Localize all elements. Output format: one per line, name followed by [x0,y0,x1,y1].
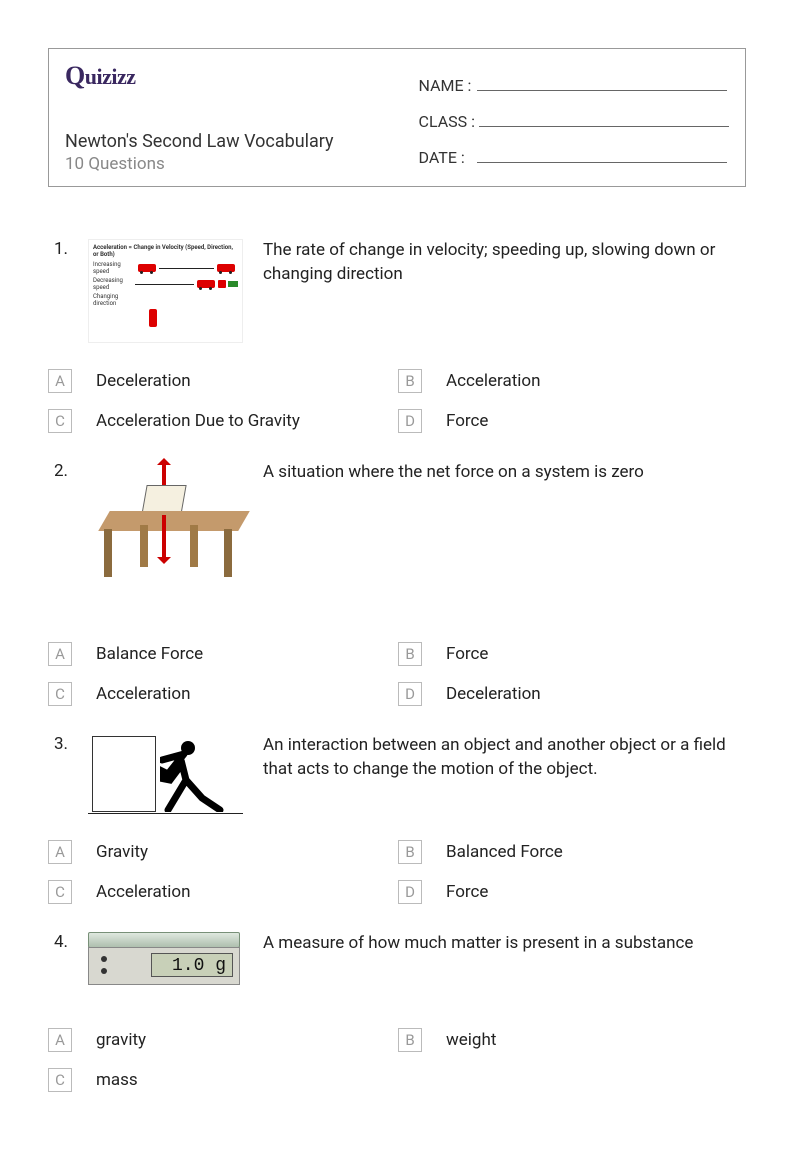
table-force-diagram [88,461,243,616]
name-field: NAME : [419,73,729,95]
quizizz-logo: Quizizz [65,61,334,91]
choice-text: Force [446,644,488,664]
choice-text: Acceleration [96,684,191,704]
choice-text: gravity [96,1030,146,1050]
question-text: The rate of change in velocity; speeding… [263,239,746,287]
choice-letter: A [48,642,72,666]
choice-a[interactable]: A Gravity [48,840,396,864]
date-field: DATE : [419,145,729,167]
question-text: An interaction between an object and ano… [263,734,746,782]
choice-letter: D [398,880,422,904]
push-force-diagram [88,734,243,814]
choice-letter: C [48,682,72,706]
name-line[interactable] [477,73,727,91]
choices-grid: A gravity B weight C mass [48,1028,746,1092]
choice-c[interactable]: C Acceleration Due to Gravity [48,409,396,433]
class-line[interactable] [479,109,729,127]
choice-text: Force [446,882,488,902]
choice-letter: C [48,1068,72,1092]
choice-text: Acceleration Due to Gravity [96,411,300,431]
choice-letter: A [48,840,72,864]
choice-text: Deceleration [96,371,191,391]
choice-b[interactable]: B Force [398,642,746,666]
choice-letter: B [398,369,422,393]
class-field: CLASS : [419,109,729,131]
choice-letter: A [48,1028,72,1052]
question-number: 3. [48,734,68,754]
question: 3. An interaction between an object and … [48,734,746,904]
question-number: 4. [48,932,68,952]
choices-grid: A Balance Force B Force C Acceleration D… [48,642,746,706]
question: 1. Acceleration = Change in Velocity (Sp… [48,239,746,433]
choice-letter: A [48,369,72,393]
choice-c[interactable]: C mass [48,1068,396,1092]
choice-text: Acceleration [96,882,191,902]
question-text: A measure of how much matter is present … [263,932,746,956]
question-image [88,461,243,616]
question-text: A situation where the net force on a sys… [263,461,746,485]
acceleration-diagram: Acceleration = Change in Velocity (Speed… [88,239,243,343]
choice-c[interactable]: C Acceleration [48,682,396,706]
date-line[interactable] [477,145,727,163]
choice-text: Force [446,411,488,431]
choice-text: mass [96,1070,138,1090]
choice-text: Deceleration [446,684,541,704]
choice-c[interactable]: C Acceleration [48,880,396,904]
choice-text: Balance Force [96,644,203,664]
question: 2. A situation where the net force on a … [48,461,746,706]
question-number: 2. [48,461,68,481]
question: 4. 1.0 g A measure of how much matter is… [48,932,746,1092]
choice-letter: C [48,880,72,904]
worksheet-header: Quizizz Newton's Second Law Vocabulary 1… [48,48,746,187]
choice-d[interactable]: D Deceleration [398,682,746,706]
question-image: 1.0 g [88,932,243,1002]
choice-text: Balanced Force [446,842,563,862]
scale-image: 1.0 g [88,932,243,1002]
choice-letter: D [398,409,422,433]
choice-b[interactable]: B Acceleration [398,369,746,393]
choice-b[interactable]: B Balanced Force [398,840,746,864]
choice-text: Acceleration [446,371,541,391]
choice-d[interactable]: D Force [398,409,746,433]
choice-a[interactable]: A gravity [48,1028,396,1052]
choice-text: Gravity [96,842,148,862]
choice-letter: D [398,682,422,706]
header-right: NAME : CLASS : DATE : [419,61,729,174]
question-number: 1. [48,239,68,259]
choice-letter: B [398,1028,422,1052]
choice-letter: C [48,409,72,433]
choices-grid: A Gravity B Balanced Force C Acceleratio… [48,840,746,904]
choice-d[interactable]: D Force [398,880,746,904]
quiz-title: Newton's Second Law Vocabulary [65,131,334,152]
choice-b[interactable]: B weight [398,1028,746,1052]
choice-letter: B [398,840,422,864]
choice-a[interactable]: A Deceleration [48,369,396,393]
question-image [88,734,243,814]
choices-grid: A Deceleration B Acceleration C Accelera… [48,369,746,433]
question-count: 10 Questions [65,154,334,174]
choice-text: weight [446,1030,496,1050]
header-left: Quizizz Newton's Second Law Vocabulary 1… [65,61,334,174]
question-image: Acceleration = Change in Velocity (Speed… [88,239,243,343]
choice-a[interactable]: A Balance Force [48,642,396,666]
choice-letter: B [398,642,422,666]
questions-list: 1. Acceleration = Change in Velocity (Sp… [48,239,746,1092]
